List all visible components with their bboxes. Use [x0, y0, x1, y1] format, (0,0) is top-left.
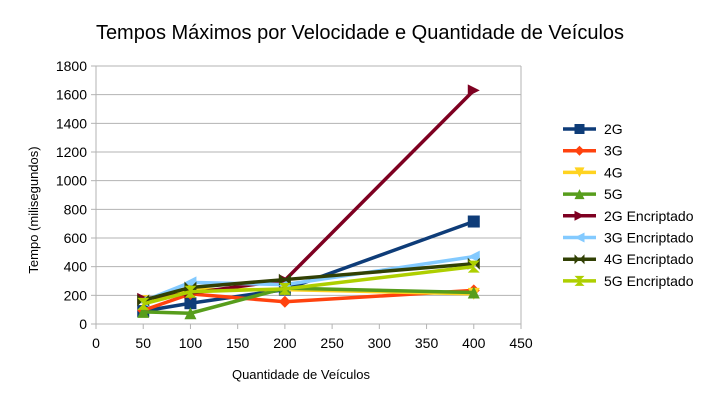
y-axis-label: Tempo (milisegundos) [26, 146, 41, 273]
legend-marker [574, 124, 585, 134]
legend-label: 3G Encriptado [604, 230, 694, 246]
data-point-2g [467, 215, 480, 228]
legend-label: 3G [604, 143, 623, 159]
legend-marker [574, 145, 585, 156]
data-point-5g-encriptado [184, 285, 197, 298]
series-line-5g-encriptado [142, 264, 474, 306]
legend-item-4g-encriptado: 4G Encriptado [563, 251, 694, 267]
legend-marker [574, 210, 585, 221]
legend-item-4g: 4G [563, 164, 623, 180]
legend-label: 5G [604, 186, 623, 202]
legend-marker [574, 275, 585, 286]
data-point-5g-encriptado [467, 260, 480, 273]
legend-label: 4G [604, 164, 623, 180]
y-tick-label: 1000 [56, 173, 87, 189]
legend-item-5g-encriptado: 5G Encriptado [563, 273, 694, 289]
legend-label: 2G [604, 121, 623, 137]
y-tick-label: 1600 [56, 87, 87, 103]
x-tick-label: 0 [92, 335, 100, 351]
x-tick-label: 350 [415, 335, 439, 351]
y-tick-label: 1400 [56, 115, 87, 131]
series-line-3g [142, 288, 474, 313]
legend-item-5g: 5G [563, 186, 623, 202]
y-tick-label: 800 [64, 201, 88, 217]
data-point-5g [137, 305, 150, 318]
legend-label: 5G Encriptado [604, 273, 694, 289]
data-point-5g-encriptado [137, 297, 150, 310]
data-point-5g [184, 307, 197, 320]
y-tick-label: 1200 [56, 144, 87, 160]
legend-label: 2G Encriptado [604, 208, 694, 224]
chart-title: Tempos Máximos por Velocidade e Quantida… [96, 22, 624, 44]
x-tick-label: 200 [273, 335, 297, 351]
x-tick-label: 150 [226, 335, 250, 351]
x-tick-label: 100 [179, 335, 203, 351]
legend-marker [574, 254, 585, 265]
y-tick-label: 400 [64, 259, 88, 275]
legend-label: 4G Encriptado [604, 251, 694, 267]
x-tick-label: 300 [368, 335, 392, 351]
data-point-5g [467, 286, 480, 299]
legend-marker [574, 189, 585, 200]
x-tick-label: 450 [509, 335, 533, 351]
data-point-2g [184, 297, 197, 310]
legend-item-2g: 2G [563, 121, 623, 137]
series-line-5g [143, 286, 474, 315]
legend-item-3g: 3G [563, 143, 623, 159]
series-5g-encriptado [137, 260, 480, 310]
legend-marker [574, 167, 585, 178]
y-tick-label: 0 [79, 316, 87, 332]
data-point-4g-encriptado [278, 273, 291, 286]
y-tick-label: 200 [64, 287, 88, 303]
data-point-3g-encriptado [467, 250, 480, 263]
x-tick-label: 250 [320, 335, 344, 351]
legend-item-3g-encriptado: 3G Encriptado [563, 230, 694, 246]
x-tick-label: 50 [135, 335, 151, 351]
data-point-2g-encriptado [467, 84, 480, 97]
x-tick-label: 400 [462, 335, 486, 351]
series-line-4g-encriptado [142, 262, 474, 303]
y-tick-label: 600 [64, 230, 88, 246]
legend-marker [574, 232, 585, 243]
data-point-3g [278, 295, 291, 308]
legend-item-2g-encriptado: 2G Encriptado [563, 208, 694, 224]
x-axis-label: Quantidade de Veículos [232, 367, 371, 382]
data-point-5g-encriptado [278, 282, 291, 295]
y-tick-label: 1800 [56, 58, 87, 74]
